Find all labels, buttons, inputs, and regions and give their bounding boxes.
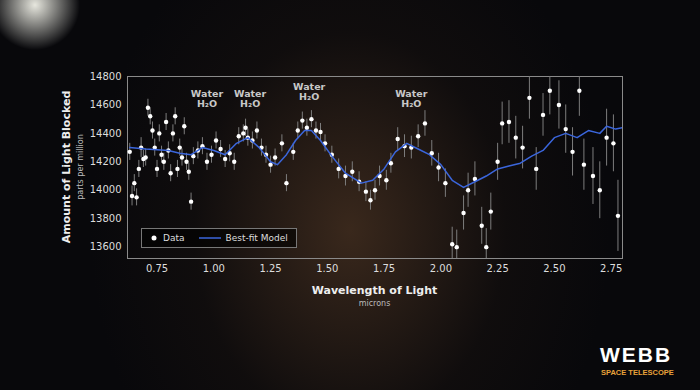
svg-text:14400: 14400	[90, 128, 122, 139]
svg-text:14600: 14600	[90, 99, 122, 110]
svg-text:14200: 14200	[90, 156, 122, 167]
svg-text:2.00: 2.00	[430, 263, 452, 274]
html-text:parts per million: parts per million	[75, 134, 85, 200]
html-text:WEBB: WEBB	[600, 343, 673, 366]
svg-text:1.50: 1.50	[316, 263, 338, 274]
html-text:microns: microns	[358, 299, 391, 308]
svg-text:WaterH₂O: WaterH₂O	[293, 81, 326, 102]
svg-text:1.75: 1.75	[373, 263, 395, 274]
html-text:Wavelength of Light: Wavelength of Light	[311, 284, 438, 297]
svg-text:13600: 13600	[90, 241, 122, 252]
svg-text:WaterH₂O: WaterH₂O	[191, 88, 224, 109]
svg-text:WaterH₂O: WaterH₂O	[234, 88, 267, 109]
svg-text:2.50: 2.50	[543, 263, 565, 274]
html-text:SPACE TELESCOPE: SPACE TELESCOPE	[601, 368, 674, 377]
svg-text:14000: 14000	[90, 184, 122, 195]
html-text:Data: Data	[163, 233, 185, 243]
svg-text:13800: 13800	[90, 213, 122, 224]
html-text:Amount of Light Blocked: Amount of Light Blocked	[59, 90, 73, 244]
svg-text:0.75: 0.75	[146, 263, 168, 274]
svg-text:2.25: 2.25	[486, 263, 508, 274]
svg-text:1.00: 1.00	[203, 263, 225, 274]
svg-text:2.75: 2.75	[600, 263, 622, 274]
svg-text:1.25: 1.25	[259, 263, 281, 274]
html-text:Best-fit Model: Best-fit Model	[225, 233, 288, 243]
svg-text:WaterH₂O: WaterH₂O	[395, 88, 428, 109]
svg-text:14800: 14800	[90, 71, 122, 82]
